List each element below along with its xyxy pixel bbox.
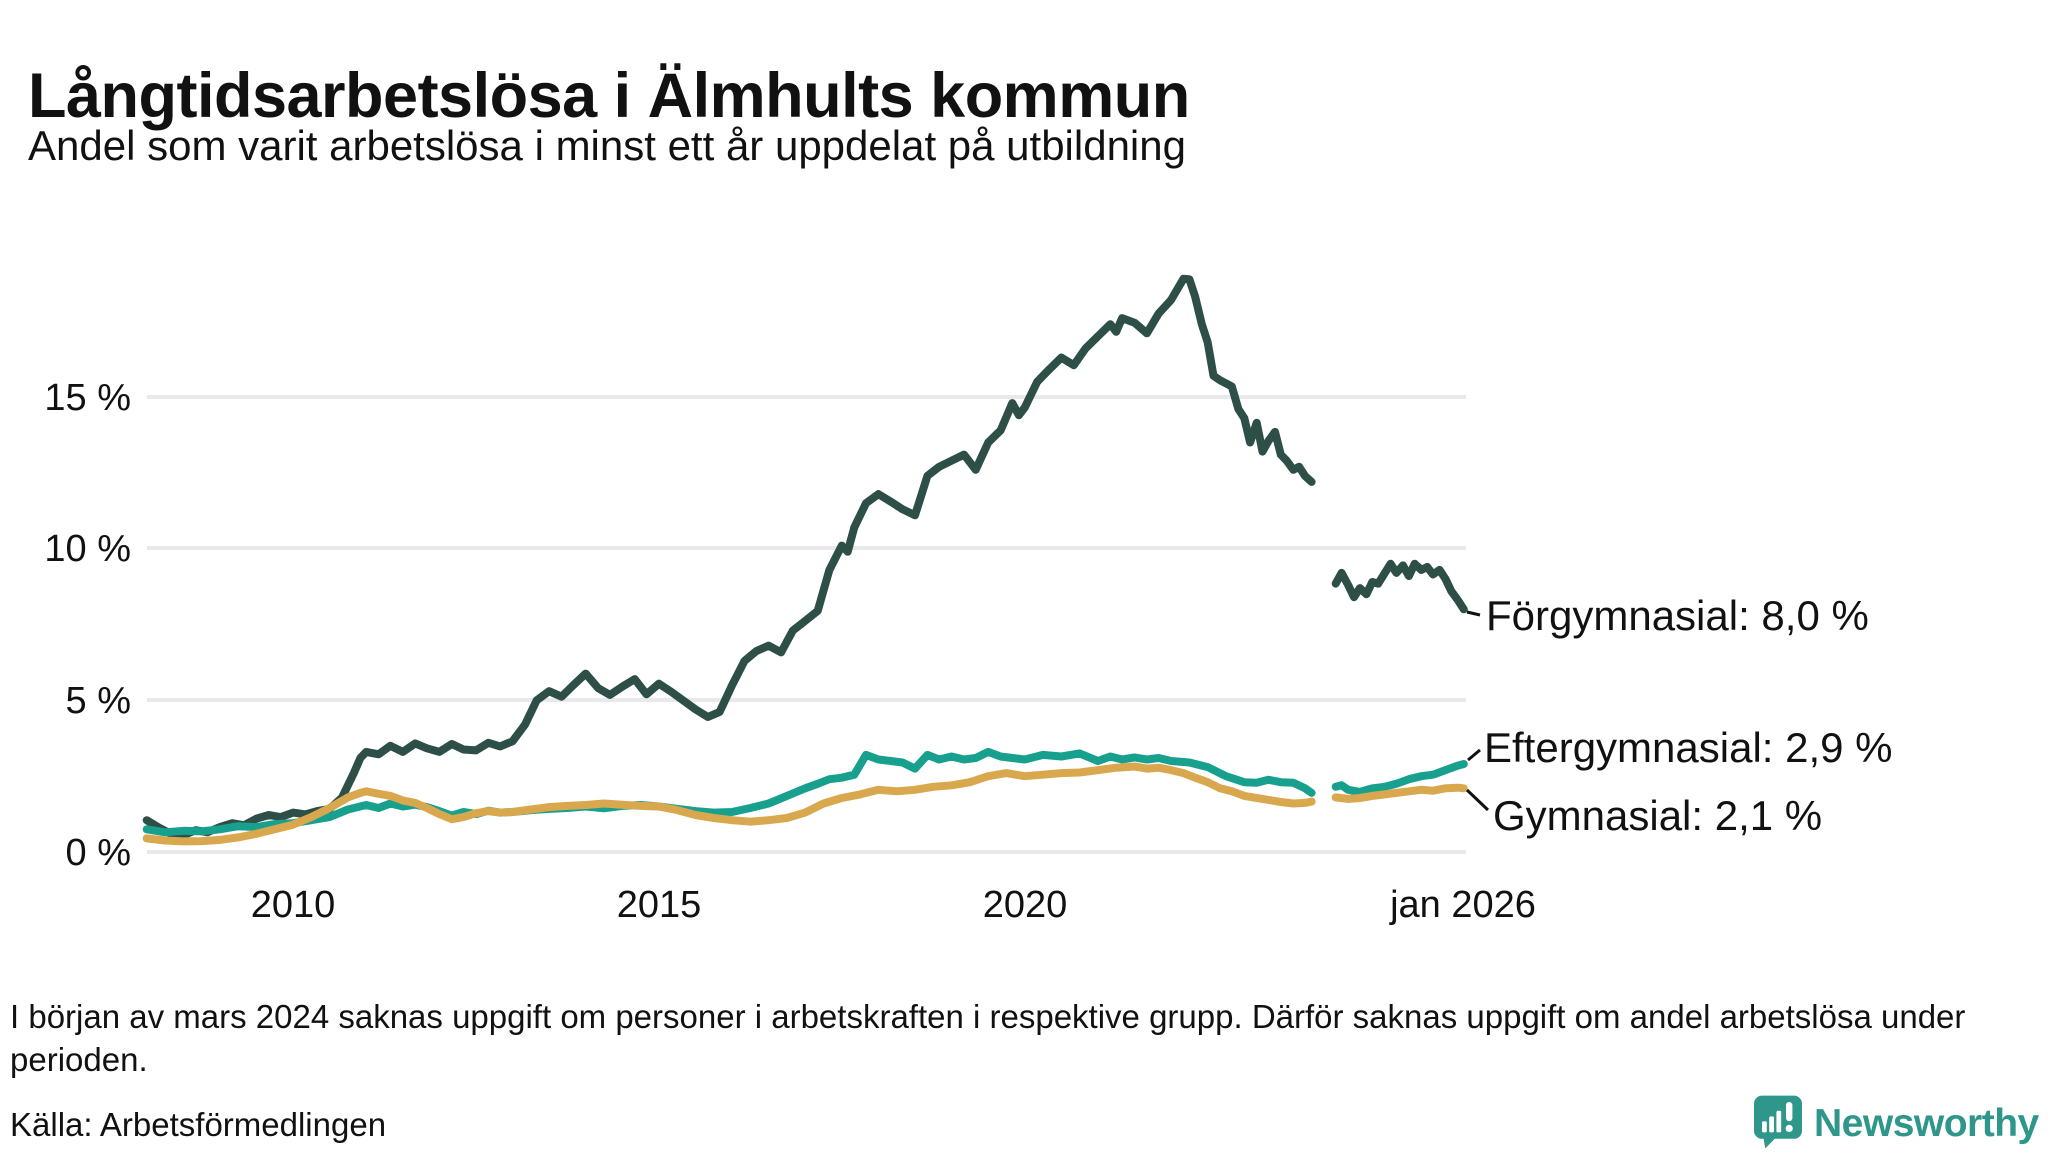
- page-subtitle: Andel som varit arbetslösa i minst ett å…: [28, 122, 1186, 169]
- annotation-eftergymnasial: Eftergymnasial: 2,9 %: [1484, 724, 1893, 771]
- page-title: Långtidsarbetslösa i Älmhults kommun: [28, 61, 1190, 132]
- annotation-forgymnasial: Förgymnasial: 8,0 %: [1486, 592, 1869, 639]
- x-tick-label-2020: 2020: [983, 884, 1068, 926]
- y-tick-label-0: 0 %: [66, 832, 131, 874]
- source-text: Källa: Arbetsförmedlingen: [10, 1106, 387, 1143]
- x-tick-label-2015: 2015: [617, 884, 702, 926]
- series-segment-forgymnasial: [142, 274, 1316, 840]
- y-tick-label-5: 5 %: [66, 680, 131, 722]
- footnote-text: I början av mars 2024 saknas uppgift om …: [10, 998, 1966, 1078]
- series-segment-gymnasial: [1331, 783, 1468, 803]
- annotation-leader-line-forgymnasial: [1466, 610, 1481, 617]
- series-segment-gymnasial: [142, 762, 1316, 846]
- annotation-gymnasial: Gymnasial: 2,1 %: [1493, 792, 1822, 839]
- newsworthy-logo-text: Newsworthy: [1814, 1102, 2039, 1145]
- series-line-forgymnasial: [142, 274, 1468, 840]
- y-tick-label-15: 15 %: [44, 377, 131, 419]
- series-annotations: Förgymnasial: 8,0 % Eftergymnasial: 2,9 …: [1465, 592, 1893, 839]
- series-segment-forgymnasial: [1331, 559, 1468, 614]
- series-line-eftergymnasial: [142, 747, 1468, 837]
- y-tick-label-10: 10 %: [44, 528, 131, 570]
- annotation-leader-line-gymnasial: [1465, 788, 1490, 812]
- x-tick-label-2010: 2010: [251, 884, 336, 926]
- gridlines: [147, 395, 1466, 854]
- newsworthy-logo: Newsworthy: [1752, 1094, 2039, 1155]
- series-segment-eftergymnasial: [1331, 760, 1468, 796]
- series-segment-eftergymnasial: [142, 747, 1316, 837]
- annotation-leader-line-eftergymnasial: [1467, 748, 1481, 762]
- x-axis-labels: 2010 2015 2020 jan 2026: [251, 884, 1536, 926]
- series-line-gymnasial: [142, 762, 1468, 846]
- y-axis-labels: 15 % 10 % 5 % 0 %: [44, 377, 131, 874]
- line-chart: 15 % 10 % 5 % 0 % 2010 2015 2020 jan 202…: [44, 274, 1893, 926]
- newsworthy-speech-bubble-bar-chart-icon: [1752, 1094, 1804, 1155]
- x-tick-label-jan-2026: jan 2026: [1389, 884, 1536, 926]
